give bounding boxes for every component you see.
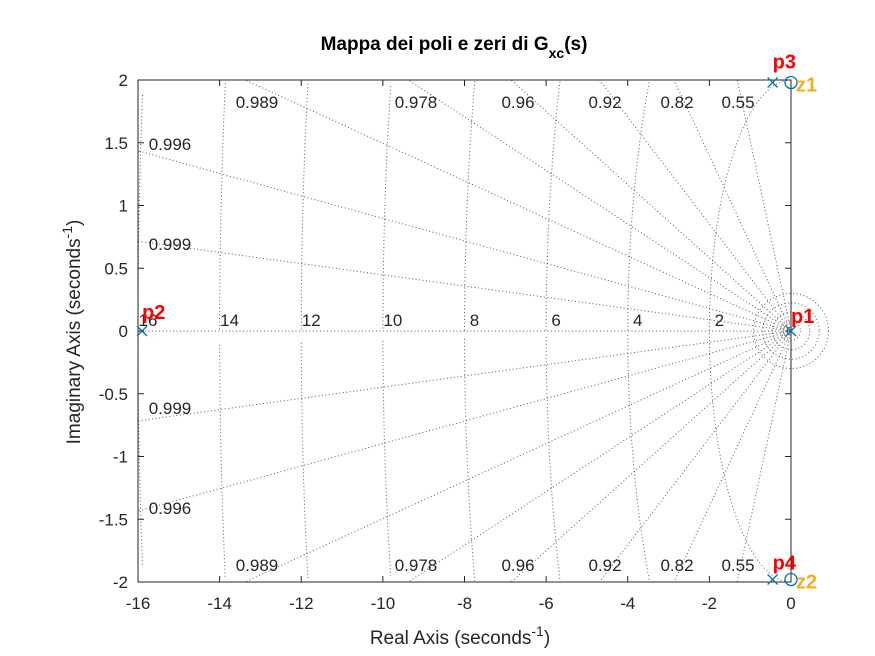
pole-marker: [785, 325, 797, 337]
damping-label: 0.55: [721, 93, 754, 112]
x-tick-label: -4: [620, 594, 635, 613]
pole-label: p2: [142, 302, 165, 324]
frequency-label: 12: [302, 311, 321, 330]
damping-line: [137, 330, 792, 512]
pole-label: p4: [773, 552, 797, 574]
pole-marker: [767, 574, 779, 585]
damping-frequency-grid: 0.55 0.55 0.82 0.82 0.92 0.92 0.96 0.96 0.978 0.9…: [137, 79, 829, 583]
frequency-arc: [708, 333, 791, 583]
damping-line: [736, 330, 792, 583]
y-tick-label: -1.5: [99, 510, 128, 529]
damping-label: 0.996: [149, 499, 192, 518]
frequency-label: 14: [220, 311, 239, 330]
x-tick-label: -16: [126, 594, 151, 613]
zero-marker: [784, 75, 798, 90]
origin-frequency-arc: [753, 293, 829, 369]
pole-zero-markers: p1 p2 p3 p4 z1 z2: [136, 52, 817, 593]
damping-label: 0.82: [660, 556, 693, 575]
frequency-arc: [382, 86, 392, 331]
damping-label: 0.996: [149, 135, 192, 154]
pole-marker: [136, 325, 148, 337]
x-tick-label: -12: [289, 594, 314, 613]
damping-label: 0.999: [149, 235, 192, 254]
damping-line: [245, 79, 792, 332]
frequency-arc: [627, 334, 650, 580]
frequency-label: 6: [551, 311, 560, 330]
frequency-label: 2: [715, 311, 724, 330]
x-axis-label: Real Axis (seconds-1): [370, 623, 550, 649]
y-tick-label: -1: [113, 448, 128, 467]
x-tick-label: -8: [457, 594, 472, 613]
x-tick-label: -10: [371, 594, 396, 613]
y-tick-label: 0: [119, 322, 128, 341]
x-tick-label: -6: [539, 594, 554, 613]
pole-label: p3: [773, 52, 796, 74]
damping-label: 0.999: [149, 399, 192, 418]
frequency-arc: [708, 79, 791, 331]
damping-line: [673, 79, 792, 332]
x-tick-label: -2: [702, 594, 717, 613]
zero-label: z2: [796, 571, 817, 593]
y-axis-label: Imaginary Axis (seconds-1): [59, 220, 85, 445]
x-tick-label: -14: [207, 594, 232, 613]
chart-title: Mappa dei poli e zeri di Gxc(s): [321, 34, 588, 61]
frequency-label: 10: [383, 311, 402, 330]
frequency-arc: [382, 340, 392, 576]
damping-line: [137, 150, 792, 332]
damping-label: 0.96: [501, 556, 534, 575]
y-tick-label: 2: [119, 71, 128, 90]
damping-label: 0.989: [236, 556, 279, 575]
zero-marker: [784, 572, 798, 587]
y-tick-label: 0.5: [104, 259, 128, 278]
damping-line: [598, 330, 792, 583]
zero-label: z1: [796, 75, 817, 97]
x-tick-label: 0: [786, 594, 795, 613]
y-tick-label: -2: [113, 573, 128, 592]
y-tick-label: -0.5: [99, 385, 128, 404]
origin-frequency-arc: [762, 302, 820, 360]
damping-label: 0.989: [236, 93, 279, 112]
frequency-label: 8: [470, 311, 479, 330]
frequency-arc: [300, 83, 309, 331]
damping-line: [245, 330, 792, 583]
damping-line: [137, 240, 792, 332]
damping-label: 0.978: [395, 93, 438, 112]
damping-label: 0.55: [721, 556, 754, 575]
damping-line: [137, 330, 792, 422]
pole-marker: [767, 77, 779, 88]
damping-line: [598, 79, 792, 332]
frequency-arc: [219, 344, 226, 579]
damping-label: 0.82: [660, 93, 693, 112]
frequency-label: 16: [139, 311, 158, 330]
frequency-arc: [300, 342, 309, 579]
y-tick-label: 1.5: [104, 134, 128, 153]
damping-label: 0.92: [588, 556, 621, 575]
damping-line: [673, 330, 792, 583]
damping-label: 0.978: [395, 556, 438, 575]
damping-label: 0.92: [588, 93, 621, 112]
frequency-arc: [545, 81, 561, 331]
damping-label: 0.96: [501, 93, 534, 112]
y-tick-label: 1: [119, 197, 128, 216]
frequency-arc: [627, 82, 650, 331]
pole-label: p1: [791, 306, 814, 328]
frequency-label: 4: [633, 311, 642, 330]
